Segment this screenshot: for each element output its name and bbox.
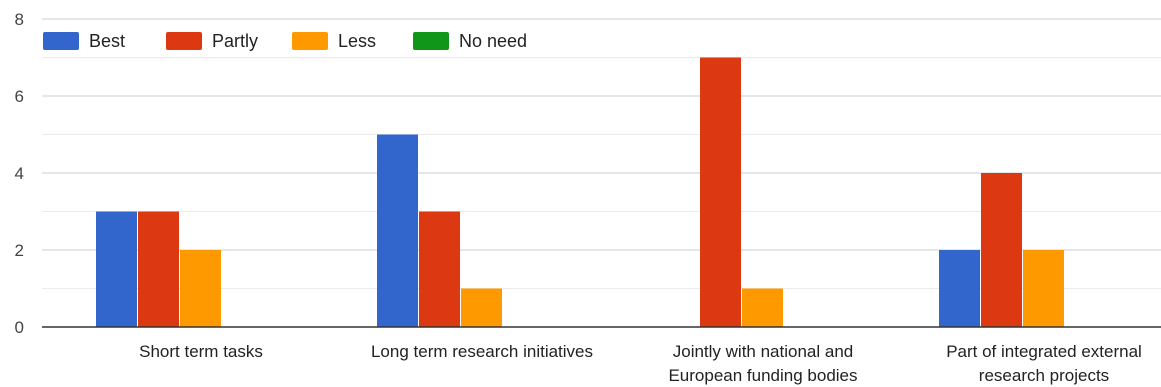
x-axis-labels: Short term tasks Long term research initi…	[139, 342, 1142, 385]
bar-partly	[138, 211, 179, 327]
legend-swatch	[413, 32, 449, 50]
y-tick-label: 2	[15, 241, 24, 260]
bars	[96, 57, 1064, 327]
bar-partly	[700, 57, 741, 327]
y-tick-label: 8	[15, 10, 24, 29]
legend: Best Partly Less No need	[43, 31, 527, 51]
x-category-label: Part of integrated external	[946, 342, 1142, 361]
legend-swatch	[43, 32, 79, 50]
legend-label: Partly	[212, 31, 258, 51]
bar-best	[96, 211, 137, 327]
y-tick-label: 0	[15, 318, 24, 337]
bar-less	[180, 250, 221, 327]
bar-best	[377, 134, 418, 327]
bar-partly	[981, 173, 1022, 327]
bar-less	[461, 288, 502, 327]
x-category-label: Long term research initiatives	[371, 342, 593, 361]
x-category-label: research projects	[979, 366, 1109, 385]
x-category-label: Short term tasks	[139, 342, 263, 361]
legend-label: Less	[338, 31, 376, 51]
legend-swatch	[292, 32, 328, 50]
bar-less	[1023, 250, 1064, 327]
bar-partly	[419, 211, 460, 327]
gridlines	[42, 18, 1161, 289]
y-tick-label: 4	[15, 164, 24, 183]
legend-label: No need	[459, 31, 527, 51]
bar-best	[939, 250, 980, 327]
x-category-label: European funding bodies	[668, 366, 857, 385]
legend-label: Best	[89, 31, 125, 51]
y-tick-label: 6	[15, 87, 24, 106]
y-axis-ticks: 0 2 4 6 8	[15, 10, 24, 337]
legend-swatch	[166, 32, 202, 50]
x-category-label: Jointly with national and	[673, 342, 854, 361]
bar-less	[742, 288, 783, 327]
